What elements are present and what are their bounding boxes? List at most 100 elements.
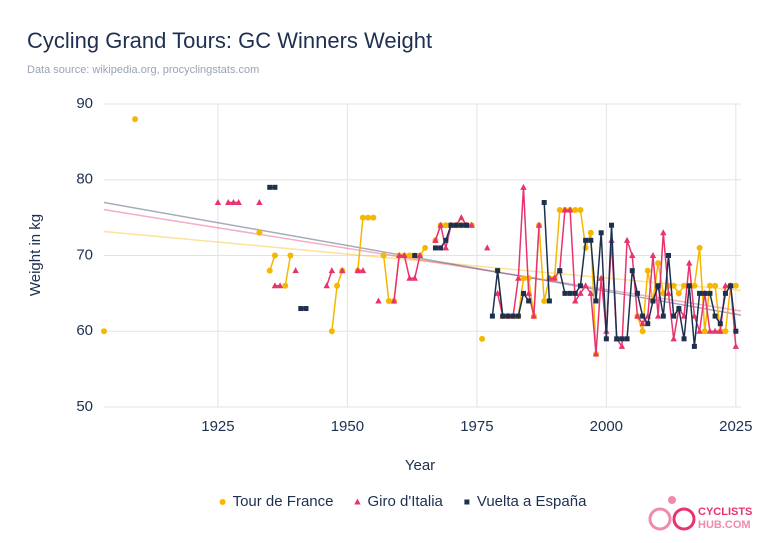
- point: [515, 274, 522, 281]
- point: [681, 282, 688, 289]
- point: [577, 207, 584, 214]
- point: [448, 222, 454, 228]
- point: [598, 230, 604, 236]
- legend-marker: [354, 498, 361, 505]
- point: [655, 260, 662, 267]
- point: [292, 267, 299, 274]
- point: [577, 283, 583, 289]
- point: [634, 290, 640, 296]
- point: [505, 313, 511, 319]
- logo-wheel: [648, 507, 672, 531]
- point: [732, 282, 739, 289]
- point: [639, 320, 646, 327]
- y-tick-label: 50: [76, 398, 93, 415]
- point: [717, 327, 724, 334]
- point: [266, 267, 273, 274]
- point: [722, 290, 728, 296]
- legend-label: Giro d'Italia: [367, 493, 443, 510]
- point: [525, 289, 532, 296]
- point: [225, 198, 232, 205]
- point: [712, 313, 718, 319]
- point: [722, 282, 729, 289]
- point: [614, 336, 620, 342]
- point: [706, 282, 713, 289]
- point: [588, 237, 594, 243]
- point: [644, 267, 651, 274]
- point: [132, 116, 139, 123]
- point: [733, 328, 739, 334]
- point: [458, 214, 465, 221]
- chart-subtitle: Data source: wikipedia.org, procyclingst…: [27, 64, 259, 76]
- point: [375, 297, 382, 304]
- point: [443, 237, 449, 243]
- point: [422, 244, 429, 251]
- point: [670, 282, 677, 289]
- point: [298, 306, 304, 312]
- point: [686, 283, 692, 289]
- point: [582, 282, 589, 289]
- point: [649, 252, 657, 258]
- point: [640, 313, 646, 319]
- point: [526, 298, 532, 304]
- point: [406, 252, 413, 259]
- point: [696, 327, 703, 334]
- point: [696, 244, 703, 251]
- point: [660, 313, 666, 319]
- x-tick-label: 2025: [719, 418, 752, 435]
- point: [587, 289, 595, 296]
- point: [732, 342, 740, 349]
- point: [468, 221, 475, 228]
- point: [453, 222, 459, 228]
- point: [359, 267, 367, 274]
- point: [711, 327, 719, 334]
- point: [587, 229, 594, 236]
- point: [691, 343, 697, 349]
- logo-text: CYCLISTS: [698, 506, 752, 518]
- point: [572, 290, 578, 296]
- point: [634, 312, 641, 319]
- point: [702, 290, 708, 296]
- x-tick-label: 1975: [460, 418, 493, 435]
- point: [256, 229, 263, 236]
- point: [541, 297, 548, 304]
- x-axis-label: Year: [405, 457, 435, 474]
- point: [701, 328, 708, 335]
- point: [339, 267, 346, 274]
- point: [235, 198, 242, 205]
- point: [101, 328, 107, 335]
- point: [618, 342, 626, 349]
- point: [535, 221, 543, 228]
- point: [438, 245, 444, 251]
- point: [681, 336, 687, 342]
- point: [395, 252, 403, 258]
- point: [665, 253, 671, 258]
- point: [303, 306, 309, 312]
- point: [416, 252, 424, 258]
- x-tick-label: 1950: [331, 418, 364, 435]
- x-tick-label: 1925: [201, 418, 234, 435]
- point: [484, 244, 491, 251]
- point: [287, 252, 294, 259]
- point: [390, 297, 398, 304]
- point: [645, 321, 651, 327]
- y-tick-label: 80: [76, 171, 93, 188]
- point: [380, 252, 387, 259]
- point: [707, 290, 713, 296]
- legend-label: Tour de France: [233, 493, 334, 510]
- point: [629, 252, 636, 258]
- point: [328, 267, 336, 274]
- point: [479, 335, 486, 342]
- point: [609, 222, 615, 228]
- point: [214, 198, 222, 205]
- point: [541, 199, 547, 205]
- point: [272, 184, 278, 190]
- point: [655, 283, 661, 289]
- point: [500, 313, 506, 319]
- point: [670, 335, 677, 342]
- legend-label: Vuelta a España: [477, 493, 587, 510]
- point: [432, 236, 439, 243]
- point: [691, 282, 698, 289]
- point: [722, 328, 729, 335]
- point: [623, 236, 631, 243]
